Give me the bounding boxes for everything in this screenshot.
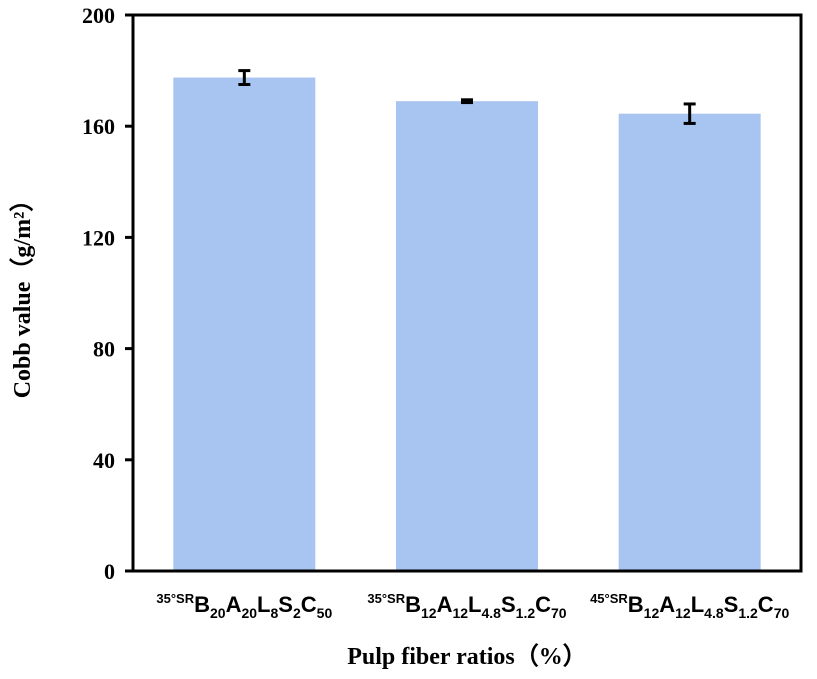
y-tick-label: 120 <box>82 225 115 250</box>
x-tick-label-2: 35°SRB12A12L4.8S1.2C70 <box>367 591 566 621</box>
bar-2 <box>396 101 538 572</box>
x-tick-label-1: 35°SRB20A20L8S2C50 <box>156 591 332 621</box>
x-tick-label-3: 45°SRB12A12L4.8S1.2C70 <box>590 591 789 621</box>
bars-layer <box>173 77 761 572</box>
error-bar-3 <box>683 102 696 125</box>
error-bar-1 <box>238 69 251 86</box>
bar-3 <box>618 113 761 571</box>
y-tick-label: 40 <box>93 448 115 473</box>
y-tick-label: 0 <box>104 559 115 584</box>
bar-1 <box>173 77 316 572</box>
y-tick-label: 200 <box>82 3 115 28</box>
y-ticks-layer: 0 40 80 120 160 200 <box>82 3 133 584</box>
error-bar-2 <box>461 98 473 105</box>
error-bars-layer <box>238 69 696 125</box>
x-labels-layer: 35°SRB20A20L8S2C50 35°SRB12A12L4.8S1.2C70… <box>156 591 789 621</box>
x-axis-title: Pulp fiber ratios（%） <box>347 643 587 670</box>
y-tick-label: 160 <box>82 114 115 139</box>
y-axis-title: Cobb value（g/m²） <box>9 188 36 399</box>
plot-frame <box>131 13 803 573</box>
y-tick-label: 80 <box>93 337 115 362</box>
